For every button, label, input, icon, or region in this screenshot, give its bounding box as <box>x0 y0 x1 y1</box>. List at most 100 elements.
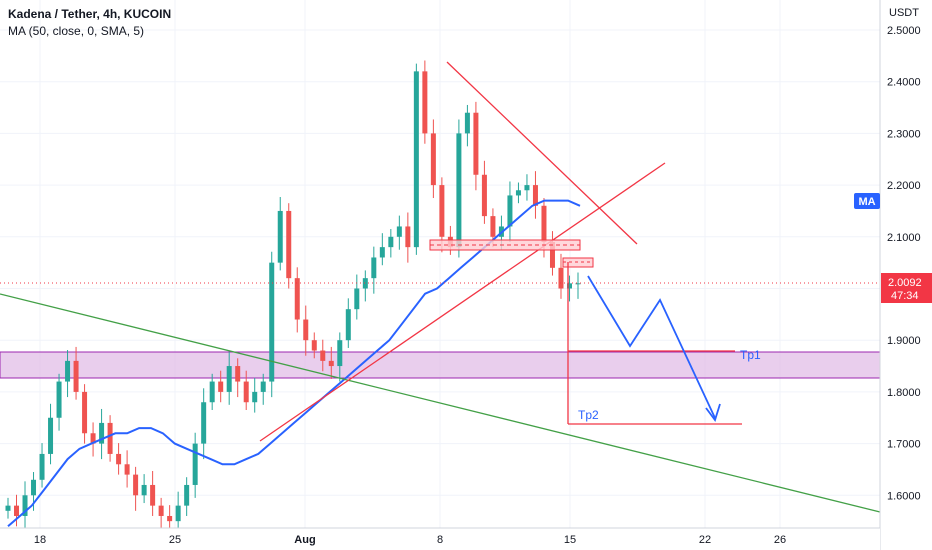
y-tick-label: 2.2000 <box>887 180 921 192</box>
grid-lines <box>0 0 880 528</box>
candle-body <box>14 505 20 516</box>
candle-body <box>31 479 37 496</box>
x-tick-label: 8 <box>437 534 443 546</box>
candle-body <box>405 226 411 248</box>
candles <box>5 60 581 537</box>
candle-body <box>490 216 496 237</box>
price-tag <box>881 273 932 303</box>
candle-body <box>167 515 173 522</box>
candle-body <box>575 283 581 285</box>
x-tick-label: 26 <box>774 534 786 546</box>
drawings: Tp1 Tp2 <box>0 61 881 513</box>
candle-body <box>532 185 538 206</box>
candle-body <box>218 381 224 392</box>
time-scale-bg <box>0 528 880 550</box>
last-price-label: 2.0092 <box>888 277 922 289</box>
candle-body <box>107 422 113 454</box>
candle-body <box>303 319 309 341</box>
candle-body <box>269 262 275 382</box>
projection-path <box>587 275 716 419</box>
ma-badge <box>854 193 880 209</box>
countdown-label: 47:34 <box>891 290 919 302</box>
candle-body <box>413 71 419 248</box>
candle-body <box>65 360 71 382</box>
candle-body <box>473 112 479 175</box>
candle-body <box>337 340 343 367</box>
candle-body <box>371 257 377 279</box>
candle-body <box>184 484 190 506</box>
y-tick-label: 2.4000 <box>887 77 921 89</box>
candle-body <box>439 185 445 237</box>
candle-body <box>226 366 232 392</box>
candle-body <box>141 484 147 496</box>
candle-body <box>464 112 470 134</box>
candle-body <box>311 340 317 351</box>
candle-body <box>345 309 351 341</box>
candle-body <box>22 495 28 516</box>
candle-body <box>150 484 156 506</box>
candle-body <box>116 453 122 465</box>
y-tick-label: 2.1000 <box>887 232 921 244</box>
candle-body <box>260 381 266 392</box>
candle-body <box>286 210 292 279</box>
x-tick-label: 25 <box>169 534 181 546</box>
candle-body <box>235 366 241 382</box>
candle-body <box>354 288 360 310</box>
candle-body <box>5 505 11 511</box>
candle-body <box>328 360 334 367</box>
falling-trendline <box>446 61 638 245</box>
candle-body <box>252 391 258 403</box>
candle-body <box>192 443 198 485</box>
rising-trendline <box>259 162 666 442</box>
candle-body <box>320 350 326 361</box>
y-tick-label: 1.7000 <box>887 439 921 451</box>
projection-arrowhead <box>705 403 721 422</box>
candle-body <box>549 241 555 268</box>
candle-body <box>158 505 164 516</box>
candle-body <box>456 133 462 248</box>
candle-body <box>209 381 215 403</box>
tp1-label: Tp1 <box>740 348 761 362</box>
candle-body <box>388 236 394 248</box>
candle-body <box>243 381 249 403</box>
candle-body <box>56 381 62 418</box>
x-tick-label: 15 <box>564 534 576 546</box>
y-tick-label: 2.3000 <box>887 128 921 140</box>
chart-title: Kadena / Tether, 4h, KUCOIN <box>8 7 172 21</box>
candle-body <box>396 226 402 237</box>
ma-badge-text: MA <box>858 196 875 208</box>
candle-body <box>294 278 300 320</box>
candle-body <box>515 190 521 196</box>
green-trendline <box>0 293 881 513</box>
candle-body <box>73 360 79 392</box>
candle-body <box>175 505 181 522</box>
candle-body <box>379 247 385 258</box>
x-tick-label: 22 <box>699 534 711 546</box>
candle-body <box>90 433 96 444</box>
candle-body <box>201 402 207 444</box>
candle-body <box>133 474 139 496</box>
candle-body <box>507 195 513 227</box>
candle-body <box>362 278 368 289</box>
y-tick-label: 1.9000 <box>887 335 921 347</box>
x-tick-label: Aug <box>294 534 315 546</box>
candle-body <box>566 283 572 289</box>
y-tick-label: 1.6000 <box>887 490 921 502</box>
candle-body <box>430 133 436 186</box>
candle-body <box>39 453 45 480</box>
y-tick-label: 2.5000 <box>887 25 921 37</box>
candle-body <box>481 174 487 217</box>
candle-body <box>99 422 105 444</box>
candle-body <box>422 71 428 134</box>
candle-body <box>541 205 547 242</box>
candle-body <box>124 464 130 475</box>
candle-body <box>277 210 283 263</box>
currency-label: USDT <box>889 7 919 19</box>
y-tick-label: 1.8000 <box>887 387 921 399</box>
tp2-label: Tp2 <box>578 408 599 422</box>
chart-legend: Kadena / Tether, 4h, KUCOIN MA (50, clos… <box>8 6 171 40</box>
candle-body <box>82 391 88 434</box>
indicator-label: MA (50, close, 0, SMA, 5) <box>8 24 145 38</box>
